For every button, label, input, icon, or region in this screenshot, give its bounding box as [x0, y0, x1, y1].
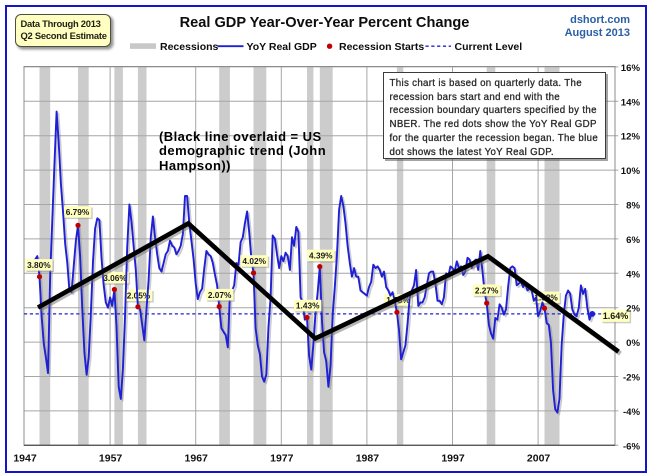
svg-text:1977: 1977 — [270, 453, 294, 465]
svg-text:8%: 8% — [626, 201, 640, 212]
svg-text:16%: 16% — [621, 63, 641, 74]
svg-text:-2%: -2% — [623, 373, 641, 384]
svg-text:1997: 1997 — [441, 453, 465, 465]
svg-text:1947: 1947 — [13, 453, 37, 465]
svg-text:6.79%: 6.79% — [66, 207, 90, 217]
svg-text:3.06%: 3.06% — [103, 273, 127, 283]
svg-text:1.43%: 1.43% — [296, 301, 320, 311]
svg-text:12%: 12% — [621, 132, 641, 143]
svg-text:2.07%: 2.07% — [208, 290, 232, 300]
svg-text:-4%: -4% — [623, 407, 641, 418]
svg-text:0%: 0% — [626, 338, 640, 349]
svg-text:4%: 4% — [626, 269, 640, 280]
svg-text:4.02%: 4.02% — [242, 256, 266, 266]
svg-text:3.80%: 3.80% — [27, 260, 51, 270]
svg-text:2.27%: 2.27% — [475, 285, 499, 295]
svg-text:1.64%: 1.64% — [603, 311, 629, 321]
svg-text:10%: 10% — [621, 166, 641, 177]
svg-text:1987: 1987 — [356, 453, 380, 465]
svg-text:-6%: -6% — [623, 441, 641, 452]
svg-text:2%: 2% — [626, 304, 640, 315]
svg-text:1957: 1957 — [99, 453, 123, 465]
svg-text:4.39%: 4.39% — [309, 251, 333, 261]
svg-text:2.05%: 2.05% — [127, 291, 151, 301]
svg-text:14%: 14% — [621, 97, 641, 108]
svg-text:6%: 6% — [626, 235, 640, 246]
svg-text:1967: 1967 — [185, 453, 209, 465]
svg-text:2007: 2007 — [527, 453, 551, 465]
